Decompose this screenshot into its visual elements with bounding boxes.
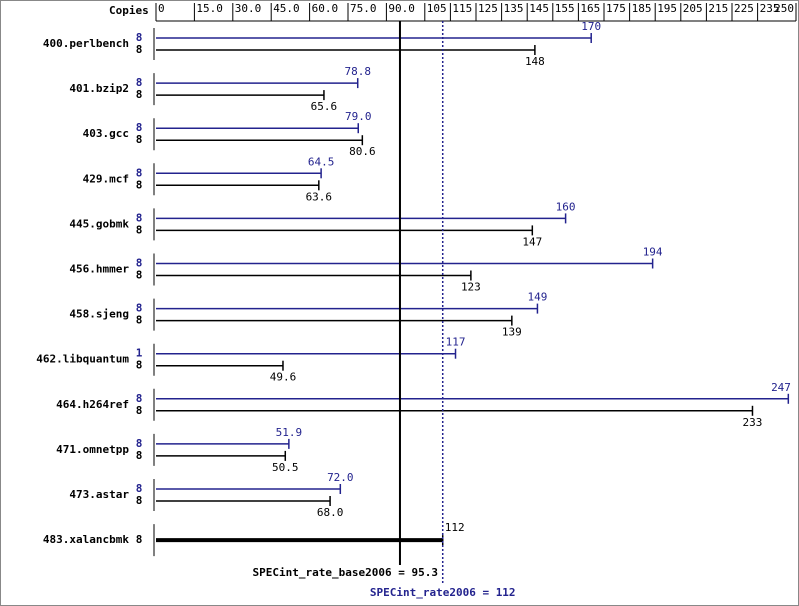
- copies-value: 8: [136, 533, 143, 546]
- x-tick-label: 75.0: [350, 2, 377, 15]
- value-label: 149: [528, 291, 548, 304]
- x-tick-label: 30.0: [235, 2, 261, 15]
- x-tick-label: 205: [683, 2, 703, 15]
- benchmark-label: 471.omnetpp: [56, 443, 129, 456]
- copies-value: 8: [136, 76, 143, 89]
- x-tick-label: 45.0: [273, 2, 300, 15]
- value-label: 194: [643, 246, 663, 259]
- benchmark-label: 458.sjeng: [69, 308, 129, 321]
- x-tick-label: 135: [504, 2, 524, 15]
- benchmark-label: 429.mcf: [83, 172, 129, 185]
- value-label: 170: [581, 20, 601, 33]
- benchmark-label: 401.bzip2: [69, 82, 129, 95]
- value-label: 51.9: [276, 426, 303, 439]
- value-label: 148: [525, 55, 545, 68]
- copies-value: 8: [136, 302, 143, 315]
- x-tick-label: 115: [452, 2, 472, 15]
- value-label: 147: [522, 235, 542, 248]
- copies-value: 8: [136, 31, 143, 44]
- benchmark-label: 462.libquantum: [36, 353, 129, 366]
- copies-value: 8: [136, 314, 143, 327]
- x-tick-label: 155: [555, 2, 575, 15]
- x-tick-label: 60.0: [312, 2, 339, 15]
- reference-label: SPECint_rate_base2006 = 95.3: [253, 566, 438, 579]
- copies-value: 8: [136, 166, 143, 179]
- copies-value: 8: [136, 257, 143, 270]
- copies-value: 8: [136, 494, 143, 507]
- x-tick-label: 235: [760, 2, 780, 15]
- value-label: 139: [502, 326, 522, 339]
- x-tick-label: 165: [580, 2, 600, 15]
- benchmark-label: 403.gcc: [83, 127, 129, 140]
- x-tick-label: 105: [427, 2, 447, 15]
- copies-value: 8: [136, 88, 143, 101]
- x-tick-label: 90.0: [388, 2, 415, 15]
- benchmark-label: 483.xalancbmk: [43, 533, 129, 546]
- copies-value: 1: [136, 347, 143, 360]
- x-tick-label: 250: [774, 2, 794, 15]
- copies-value: 8: [136, 223, 143, 236]
- copies-value: 8: [136, 359, 143, 372]
- copies-value: 8: [136, 482, 143, 495]
- value-label: 80.6: [349, 145, 376, 158]
- benchmark-label: 445.gobmk: [69, 217, 129, 230]
- benchmark-label: 464.h264ref: [56, 398, 129, 411]
- value-label: 79.0: [345, 110, 372, 123]
- value-label: 63.6: [306, 190, 333, 203]
- value-label: 50.5: [272, 461, 299, 474]
- x-tick-label: 195: [657, 2, 677, 15]
- value-label: 65.6: [311, 100, 338, 113]
- copies-label: Copies: [109, 4, 149, 17]
- value-label: 112: [445, 521, 465, 534]
- value-label: 233: [743, 416, 763, 429]
- copies-value: 8: [136, 269, 143, 282]
- value-label: 117: [446, 336, 466, 349]
- copies-value: 8: [136, 43, 143, 56]
- copies-value: 8: [136, 392, 143, 405]
- copies-value: 8: [136, 437, 143, 450]
- copies-value: 8: [136, 121, 143, 134]
- value-label: 64.5: [308, 155, 335, 168]
- copies-value: 8: [136, 178, 143, 191]
- x-tick-label: 215: [708, 2, 728, 15]
- x-tick-label: 225: [734, 2, 754, 15]
- value-label: 78.8: [344, 65, 371, 78]
- x-tick-label: 15.0: [196, 2, 223, 15]
- x-tick-label: 145: [529, 2, 549, 15]
- value-label: 49.6: [270, 371, 297, 384]
- value-label: 123: [461, 281, 481, 294]
- copies-value: 8: [136, 404, 143, 417]
- benchmark-label: 456.hmmer: [69, 263, 129, 276]
- x-tick-label: 0: [158, 2, 165, 15]
- benchmark-label: 473.astar: [69, 488, 129, 501]
- benchmark-label: 400.perlbench: [43, 37, 129, 50]
- x-tick-label: 125: [478, 2, 498, 15]
- x-tick-label: 175: [606, 2, 626, 15]
- x-tick-label: 185: [632, 2, 652, 15]
- copies-value: 8: [136, 211, 143, 224]
- value-label: 160: [556, 200, 576, 213]
- value-label: 247: [771, 381, 791, 394]
- value-label: 68.0: [317, 506, 344, 519]
- copies-value: 8: [136, 449, 143, 462]
- reference-label: SPECint_rate2006 = 112: [370, 586, 516, 599]
- value-label: 72.0: [327, 471, 354, 484]
- copies-value: 8: [136, 133, 143, 146]
